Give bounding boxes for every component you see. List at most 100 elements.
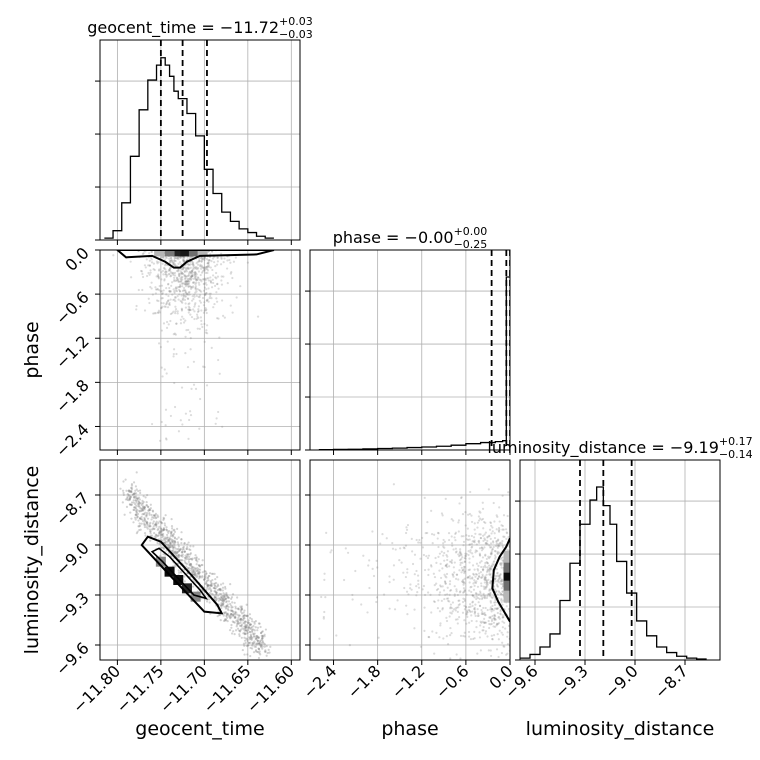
scatter-point [188, 293, 191, 296]
scatter-point [138, 504, 141, 508]
scatter-point [491, 530, 494, 533]
scatter-point [256, 639, 259, 642]
scatter-point [194, 271, 197, 274]
scatter-point [199, 397, 202, 401]
scatter-point [180, 271, 183, 274]
scatter-point [147, 271, 150, 275]
scatter-point [205, 299, 208, 302]
scatter-point [461, 580, 464, 583]
scatter-point [209, 276, 212, 279]
scatter-point [465, 613, 468, 616]
scatter-point [211, 593, 214, 596]
scatter-point [172, 539, 175, 543]
scatter-point [135, 504, 138, 507]
scatter-point [200, 265, 203, 268]
scatter-point [235, 611, 238, 614]
scatter-point [225, 606, 228, 609]
scatter-point [269, 645, 272, 648]
scatter-point [443, 546, 446, 549]
scatter-point [499, 576, 502, 580]
scatter-point [500, 651, 504, 655]
scatter-point [258, 642, 261, 645]
scatter-point [458, 569, 461, 572]
scatter-point [484, 521, 487, 524]
scatter-point [189, 553, 192, 556]
scatter-point [191, 274, 194, 277]
scatter-point [194, 291, 197, 294]
scatter-point [454, 551, 458, 554]
scatter-point [141, 288, 144, 292]
scatter-point [189, 266, 192, 269]
scatter-point [250, 629, 254, 632]
scatter-point [253, 629, 256, 632]
scatter-point [481, 534, 485, 537]
scatter-point [450, 560, 453, 563]
x-axis-label-phase: phase [381, 718, 438, 740]
density-cell [154, 250, 165, 257]
scatter-point [187, 274, 191, 277]
scatter-point [192, 263, 195, 267]
scatter-point [496, 593, 499, 596]
scatter-point [231, 614, 234, 617]
scatter-point [449, 589, 453, 592]
scatter-point [182, 260, 185, 263]
scatter-point [259, 643, 263, 647]
scatter-point [247, 641, 250, 644]
scatter-point [464, 554, 467, 557]
scatter-point [254, 645, 258, 648]
scatter-point [405, 526, 408, 529]
scatter-point [196, 288, 199, 291]
scatter-point [220, 283, 224, 286]
scatter-point [225, 615, 228, 618]
scatter-point [483, 578, 486, 581]
scatter-point [180, 531, 183, 534]
scatter-point [206, 584, 210, 587]
scatter-point [150, 261, 154, 264]
scatter-point [480, 594, 483, 598]
scatter-point [450, 518, 453, 521]
scatter-point [188, 562, 191, 566]
scatter-point [450, 607, 453, 610]
scatter-point [141, 513, 144, 516]
scatter-point [185, 280, 189, 283]
scatter-point [248, 636, 251, 639]
scatter-point [173, 291, 176, 295]
scatter-point [253, 622, 256, 625]
scatter-point [205, 308, 208, 311]
scatter-point [171, 260, 174, 264]
scatter-point [457, 603, 460, 607]
scatter-point [130, 495, 133, 498]
scatter-point [150, 258, 153, 261]
scatter-point [488, 573, 491, 576]
scatter-point [190, 567, 193, 570]
scatter-point [187, 278, 190, 281]
scatter-point [177, 430, 181, 433]
scatter-point [244, 628, 247, 632]
scatter-point [489, 567, 492, 570]
scatter-point [187, 541, 190, 544]
scatter-point [209, 572, 212, 575]
scatter-point [154, 533, 158, 536]
scatter-point [186, 280, 189, 284]
scatter-point [413, 553, 417, 556]
scatter-point [246, 631, 249, 634]
scatter-point [135, 516, 139, 519]
scatter-point [243, 632, 246, 636]
scatter-point [494, 544, 497, 548]
scatter-point [463, 598, 466, 601]
scatter-point [141, 508, 144, 511]
scatter-point [199, 289, 202, 292]
scatter-point [143, 532, 147, 535]
scatter-point [499, 557, 502, 561]
scatter-point [194, 567, 197, 570]
scatter-point [172, 272, 175, 275]
scatter-point [233, 632, 236, 636]
scatter-point [260, 632, 263, 635]
scatter-point [190, 272, 193, 275]
scatter-point [163, 539, 167, 542]
scatter-point [239, 609, 243, 612]
scatter-point [220, 606, 223, 610]
scatter-point [391, 547, 395, 550]
scatter-point [462, 540, 466, 543]
scatter-point [466, 611, 469, 614]
